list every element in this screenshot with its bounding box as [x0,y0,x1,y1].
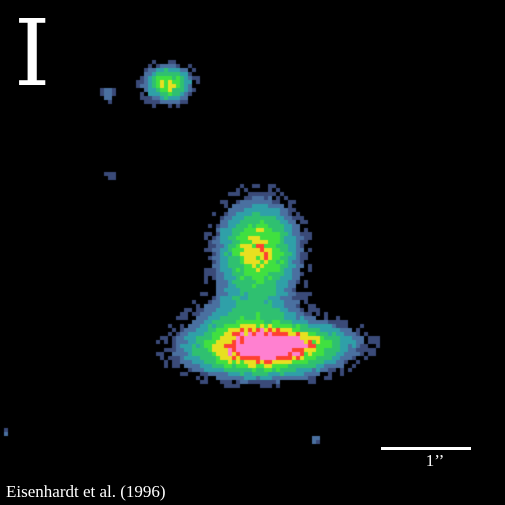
scale-bar [381,447,471,450]
panel-label: I [14,0,51,107]
image-credit: Eisenhardt et al. (1996) [6,482,166,501]
scale-bar-label: 1’’ [425,451,445,470]
